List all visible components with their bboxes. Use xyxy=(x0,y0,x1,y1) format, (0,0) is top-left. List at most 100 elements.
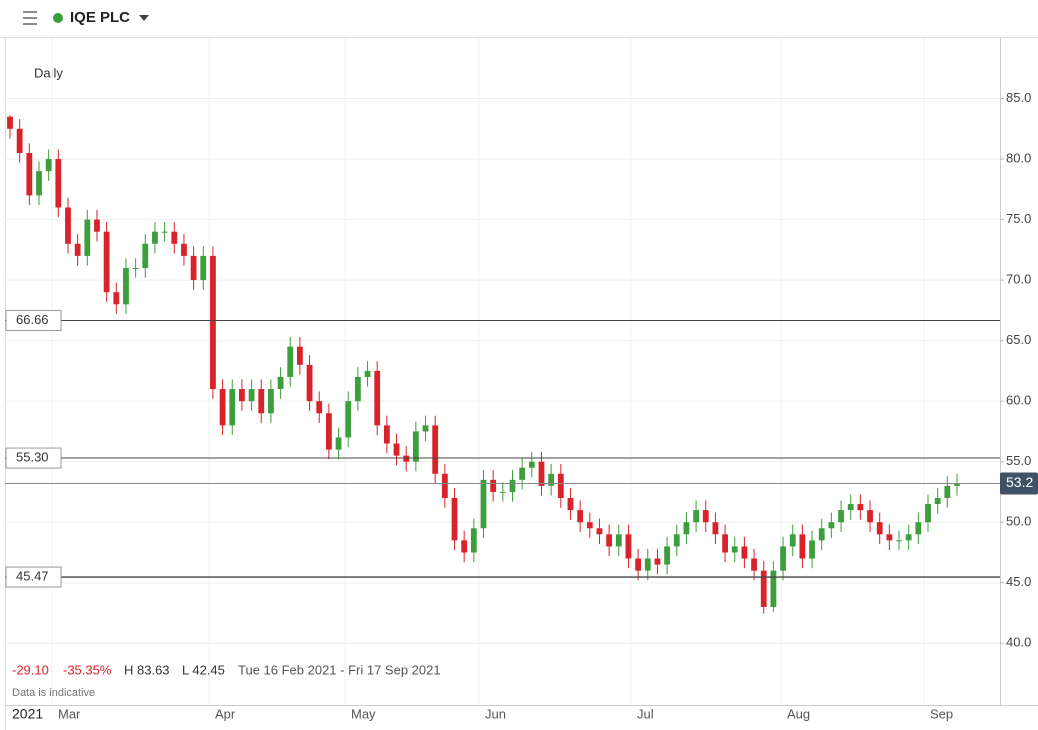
candle-body xyxy=(142,243,149,268)
candle-body xyxy=(490,479,497,492)
candle-body xyxy=(470,528,477,553)
candle-body xyxy=(702,510,709,523)
candle-body xyxy=(441,473,448,498)
candle-body xyxy=(751,558,757,571)
disclaimer: Data is indicative xyxy=(12,687,95,699)
candle-body xyxy=(239,389,245,402)
level-label-box xyxy=(5,447,62,469)
candle-body xyxy=(171,231,178,244)
candle-body xyxy=(306,364,313,402)
candle-body xyxy=(905,534,912,541)
candle-body xyxy=(577,510,584,523)
candle-body xyxy=(461,540,468,553)
status-dot xyxy=(53,13,63,23)
candle-body xyxy=(316,401,323,414)
candle-body xyxy=(123,268,129,305)
candle-body xyxy=(847,504,854,511)
candle-body xyxy=(287,346,294,377)
x-tick-label: Jul xyxy=(637,706,654,721)
menu-icon[interactable] xyxy=(23,11,37,25)
candle-body xyxy=(26,153,33,196)
dropdown-arrow[interactable] xyxy=(139,15,149,21)
candle-body xyxy=(55,159,62,208)
y-tick-label: 70.0 xyxy=(1006,272,1031,287)
candle-body xyxy=(673,534,680,547)
candle-body xyxy=(615,534,622,547)
candle-body xyxy=(731,546,738,553)
candle-body xyxy=(181,243,187,256)
candle-body xyxy=(789,534,796,547)
x-tick-label: 2021 xyxy=(12,706,43,722)
candle-body xyxy=(84,219,91,256)
candle-body xyxy=(915,522,922,535)
candle-body xyxy=(557,473,564,498)
candle-body xyxy=(499,491,506,493)
candle-body xyxy=(838,510,844,523)
candle-body xyxy=(296,346,303,365)
candle-body xyxy=(74,243,81,256)
candle-body xyxy=(383,425,390,444)
candle-body xyxy=(94,219,100,232)
y-tick-label: 85.0 xyxy=(1006,90,1031,105)
level-label: 66.66 xyxy=(16,312,49,327)
candle-body xyxy=(809,540,815,559)
y-tick-label: 80.0 xyxy=(1006,150,1031,165)
x-tick-label: May xyxy=(351,706,376,721)
y-tick-label: 75.0 xyxy=(1006,211,1031,226)
level-label: 55.30 xyxy=(16,449,49,464)
y-tick-label: 50.0 xyxy=(1006,514,1031,529)
candle-body xyxy=(354,376,361,402)
candle-body xyxy=(268,389,274,414)
candle-body xyxy=(934,498,941,505)
candle-body xyxy=(538,461,545,486)
candle-body xyxy=(683,522,690,535)
candle-body xyxy=(944,485,951,498)
candle-body xyxy=(828,522,835,529)
candle-body xyxy=(664,546,671,565)
candle-body xyxy=(741,546,748,559)
candle-body xyxy=(7,116,13,129)
candle-body xyxy=(190,255,197,281)
x-tick-label: Sep xyxy=(930,706,953,721)
candle-body xyxy=(422,425,429,432)
candle-body xyxy=(606,534,613,547)
period-high: H 83.63 xyxy=(124,662,170,677)
candle-body xyxy=(403,455,410,462)
candle-body xyxy=(567,498,574,511)
change-percent: -35.35% xyxy=(63,662,112,677)
candle-body xyxy=(528,461,535,468)
x-tick-label: Apr xyxy=(215,706,236,721)
candle-body xyxy=(45,159,52,172)
candle-body xyxy=(219,389,226,426)
candle-body xyxy=(161,231,168,233)
candle-body xyxy=(258,389,265,414)
candle-body xyxy=(277,376,284,390)
y-tick-label: 40.0 xyxy=(1006,635,1031,650)
candle-body xyxy=(103,231,110,293)
candle-body xyxy=(519,467,526,480)
y-tick-label: 60.0 xyxy=(1006,393,1031,408)
candle-body xyxy=(480,479,487,529)
candle-body xyxy=(113,292,120,305)
level-label-box xyxy=(5,566,62,588)
x-tick-label: Aug xyxy=(787,706,810,721)
candle-body xyxy=(412,431,419,462)
candle-body xyxy=(596,528,603,535)
candle-body xyxy=(818,528,825,541)
instrument-title[interactable]: IQE PLC xyxy=(70,9,130,26)
candle-body xyxy=(152,231,158,244)
candle-body xyxy=(509,479,516,492)
interval-label: Daily xyxy=(34,65,63,80)
candle-body xyxy=(210,255,216,390)
candle-body xyxy=(654,558,661,565)
candle-body xyxy=(876,522,883,535)
candle-body xyxy=(374,370,381,426)
candle-body xyxy=(325,413,332,450)
y-tick-label: 45.0 xyxy=(1006,574,1031,589)
candle-body xyxy=(364,370,371,377)
candle-body xyxy=(16,128,23,153)
date-range: Tue 16 Feb 2021 - Fri 17 Sep 2021 xyxy=(238,662,441,677)
candle-body xyxy=(799,534,806,559)
